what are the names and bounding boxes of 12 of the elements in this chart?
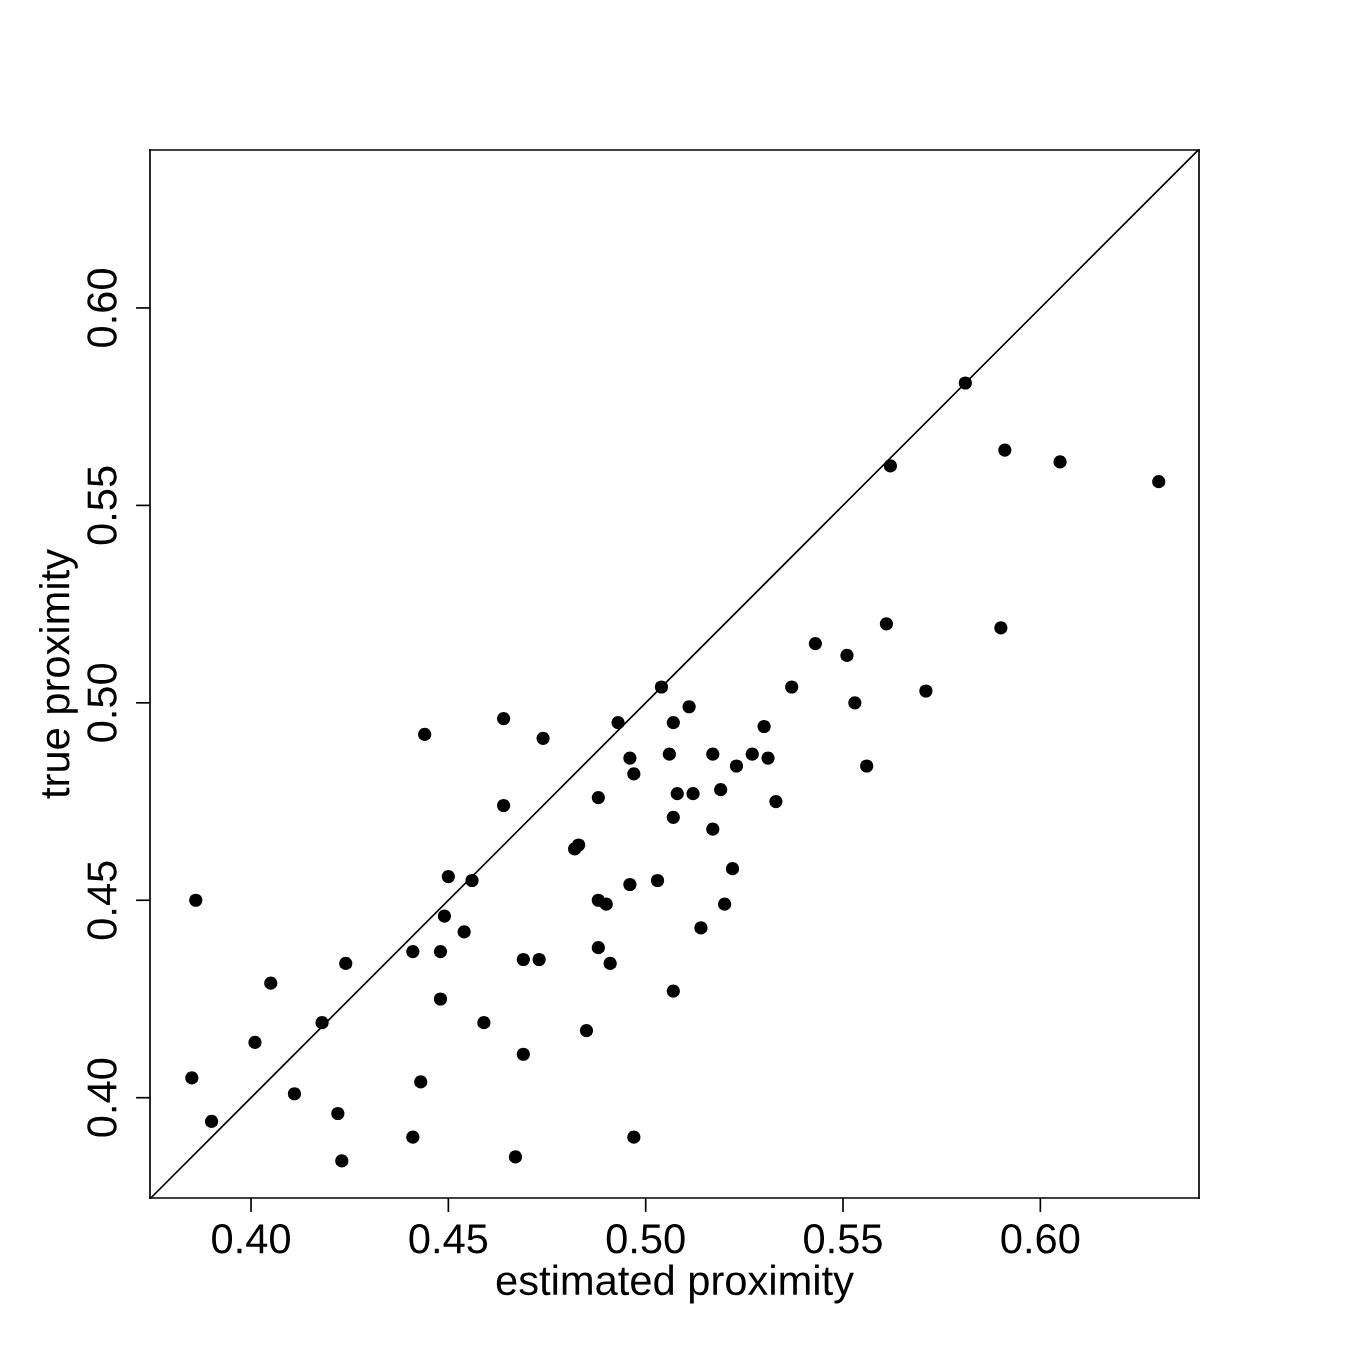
x-tick-label: 0.60: [1001, 1224, 1080, 1254]
x-axis-title: estimated proximity: [496, 1264, 854, 1304]
y-axis-title: true proximity: [38, 549, 78, 799]
x-tick-label: 0.45: [409, 1224, 488, 1254]
x-tick-label: 0.55: [804, 1224, 882, 1254]
x-tick-label: 0.40: [212, 1224, 290, 1254]
x-tick-label: 0.50: [606, 1224, 685, 1254]
y-tick-label: 0.40: [87, 1058, 117, 1137]
y-tick-label: 0.45: [87, 861, 117, 940]
y-tick-label: 0.55: [87, 466, 117, 545]
y-tick-label: 0.60: [87, 269, 117, 347]
y-tick-label: 0.50: [87, 663, 117, 742]
